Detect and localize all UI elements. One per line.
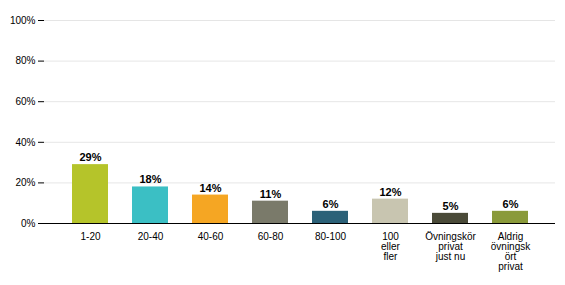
svg-text:20%: 20%: [15, 177, 35, 188]
svg-text:6%: 6%: [503, 198, 519, 210]
svg-text:14%: 14%: [199, 182, 221, 194]
svg-text:0%: 0%: [21, 218, 36, 229]
svg-text:12%: 12%: [379, 186, 401, 198]
svg-text:100ellerfler: 100ellerfler: [381, 231, 401, 262]
svg-text:60%: 60%: [15, 96, 35, 107]
svg-text:40-60: 40-60: [198, 231, 224, 242]
svg-text:80%: 80%: [15, 55, 35, 66]
svg-text:Övningskörprivatjust nu: Övningskörprivatjust nu: [425, 231, 476, 262]
svg-text:11%: 11%: [260, 188, 282, 200]
svg-text:100%: 100%: [10, 15, 36, 26]
svg-text:60-80: 60-80: [258, 231, 284, 242]
svg-text:18%: 18%: [139, 173, 161, 185]
svg-text:Aldrigövningskörtprivat: Aldrigövningskörtprivat: [491, 231, 531, 272]
svg-text:6%: 6%: [323, 198, 339, 210]
svg-text:40%: 40%: [15, 137, 35, 148]
svg-text:29%: 29%: [79, 151, 101, 163]
svg-text:1-20: 1-20: [80, 231, 100, 242]
svg-text:20-40: 20-40: [138, 231, 164, 242]
svg-text:80-100: 80-100: [315, 231, 347, 242]
svg-text:5%: 5%: [443, 200, 459, 212]
